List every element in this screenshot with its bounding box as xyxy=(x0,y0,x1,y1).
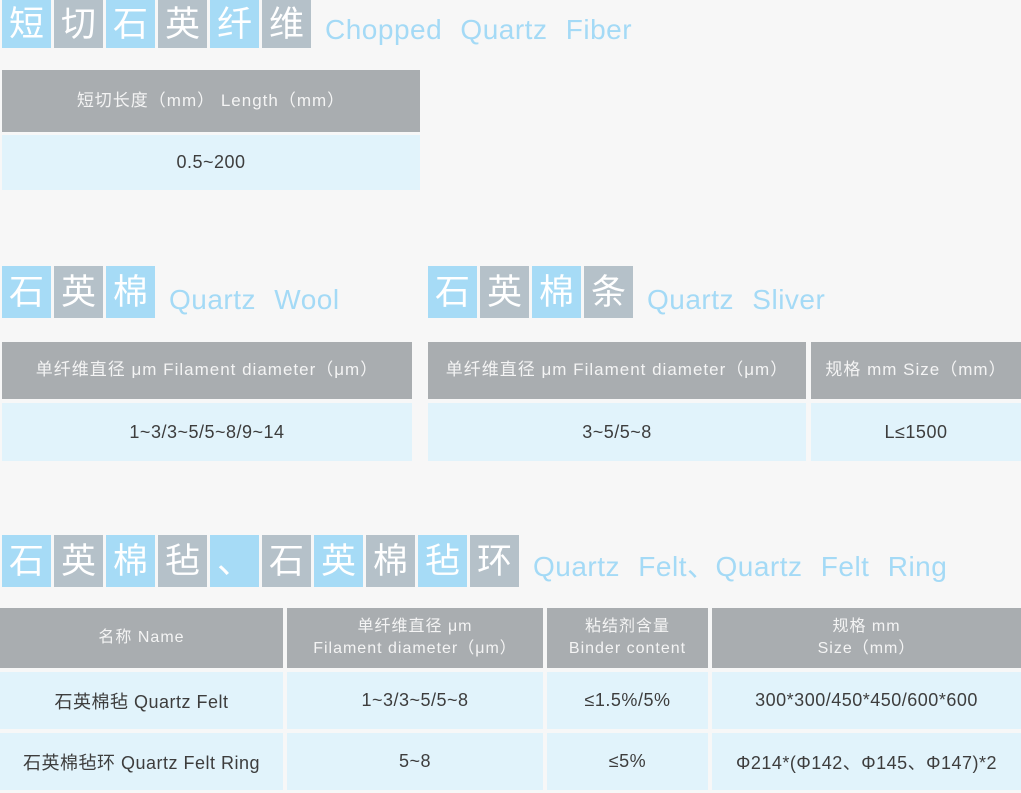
table-cell: 石英棉毡 Quartz Felt xyxy=(0,672,283,729)
table-header-cell: 单纤维直径 μm Filament diameter（μm） xyxy=(2,342,412,399)
table-cell: L≤1500 xyxy=(811,403,1021,461)
table-header-cell: 规格 mm Size（mm） xyxy=(712,608,1021,668)
title-char-box: 棉 xyxy=(106,535,155,587)
title-char-box: 英 xyxy=(314,535,363,587)
title-char-box: 石 xyxy=(262,535,311,587)
title-char-box: 、 xyxy=(210,535,259,587)
table-cell: 1~3/3~5/5~8 xyxy=(287,672,543,729)
title-char-box: 石 xyxy=(106,0,155,48)
table-cell: 3~5/5~8 xyxy=(428,403,806,461)
table-cell: ≤5% xyxy=(547,733,708,790)
table-header-cell: 名称 Name xyxy=(0,608,283,668)
title-char-box: 石 xyxy=(2,266,51,318)
title-char-boxes: 石 英 棉 条 xyxy=(428,266,633,318)
section-title-english: Quartz Sliver xyxy=(647,284,826,315)
table-cell: 0.5~200 xyxy=(2,135,420,190)
title-char-box: 英 xyxy=(158,0,207,48)
section-title-quartz-felt-and-ring: 石 英 棉 毡 、 石 英 棉 毡 环 Quartz Felt、Quartz F… xyxy=(2,535,947,587)
header-line: 粘结剂含量 xyxy=(584,618,670,636)
table-row: 石英棉毡环 Quartz Felt Ring 5~8 ≤5% Φ214*(Φ14… xyxy=(0,733,1021,790)
title-char-box: 切 xyxy=(54,0,103,48)
table-header-cell: 单纤维直径 μm Filament diameter（μm） xyxy=(428,342,806,399)
title-char-box: 维 xyxy=(262,0,311,48)
title-char-box: 条 xyxy=(584,266,633,318)
title-char-box: 英 xyxy=(54,535,103,587)
header-line: 规格 mm xyxy=(832,618,901,636)
quartz-wool-table: 单纤维直径 μm Filament diameter（μm） 1~3/3~5/5… xyxy=(2,342,412,461)
table-cell: ≤1.5%/5% xyxy=(547,672,708,729)
title-char-boxes: 石 英 棉 xyxy=(2,266,155,318)
table-header-cell: 短切长度（mm） Length（mm） xyxy=(2,70,420,132)
title-char-box: 环 xyxy=(470,535,519,587)
title-char-box: 石 xyxy=(2,535,51,587)
title-char-box: 棉 xyxy=(366,535,415,587)
table-cell: 5~8 xyxy=(287,733,543,790)
section-title-quartz-wool: 石 英 棉 Quartz Wool xyxy=(2,266,340,318)
title-char-box: 石 xyxy=(428,266,477,318)
quartz-felt-table: 名称 Name 单纤维直径 μm Filament diameter（μm） 粘… xyxy=(0,608,1021,790)
title-char-box: 纤 xyxy=(210,0,259,48)
quartz-sliver-table: 单纤维直径 μm Filament diameter（μm） 规格 mm Siz… xyxy=(428,342,1021,461)
header-line: Binder content xyxy=(568,640,687,657)
chopped-fiber-table: 短切长度（mm） Length（mm） 0.5~200 xyxy=(2,70,420,190)
header-line: 名称 Name xyxy=(98,629,185,647)
table-header-cell: 规格 mm Size（mm） xyxy=(811,342,1021,399)
title-char-box: 棉 xyxy=(532,266,581,318)
header-line: Size（mm） xyxy=(817,640,916,657)
table-header-cell: 粘结剂含量 Binder content xyxy=(547,608,708,668)
section-title-english: Quartz Felt、Quartz Felt Ring xyxy=(533,551,948,582)
title-char-box: 毡 xyxy=(418,535,467,587)
table-cell: Φ214*(Φ142、Φ145、Φ147)*2 xyxy=(712,733,1021,790)
table-cell: 石英棉毡环 Quartz Felt Ring xyxy=(0,733,283,790)
title-char-box: 短 xyxy=(2,0,51,48)
title-char-boxes: 短 切 石 英 纤 维 xyxy=(2,0,311,48)
title-char-box: 英 xyxy=(480,266,529,318)
header-line: 单纤维直径 μm xyxy=(357,618,473,636)
section-title-english: Chopped Quartz Fiber xyxy=(325,14,633,45)
table-cell: 300*300/450*450/600*600 xyxy=(712,672,1021,729)
section-title-quartz-sliver: 石 英 棉 条 Quartz Sliver xyxy=(428,266,825,318)
title-char-box: 毡 xyxy=(158,535,207,587)
table-header-cell: 单纤维直径 μm Filament diameter（μm） xyxy=(287,608,543,668)
section-title-chopped-quartz-fiber: 短 切 石 英 纤 维 Chopped Quartz Fiber xyxy=(2,0,632,48)
table-row: 石英棉毡 Quartz Felt 1~3/3~5/5~8 ≤1.5%/5% 30… xyxy=(0,672,1021,729)
header-line: Filament diameter（μm） xyxy=(313,640,517,657)
table-row: 3~5/5~8 L≤1500 xyxy=(428,403,1021,461)
title-char-box: 英 xyxy=(54,266,103,318)
table-header-row: 名称 Name 单纤维直径 μm Filament diameter（μm） 粘… xyxy=(0,608,1021,668)
table-header-row: 单纤维直径 μm Filament diameter（μm） 规格 mm Siz… xyxy=(428,342,1021,399)
section-title-english: Quartz Wool xyxy=(169,284,340,315)
title-char-box: 棉 xyxy=(106,266,155,318)
title-char-boxes: 石 英 棉 毡 、 石 英 棉 毡 环 xyxy=(2,535,519,587)
table-cell: 1~3/3~5/5~8/9~14 xyxy=(2,403,412,461)
